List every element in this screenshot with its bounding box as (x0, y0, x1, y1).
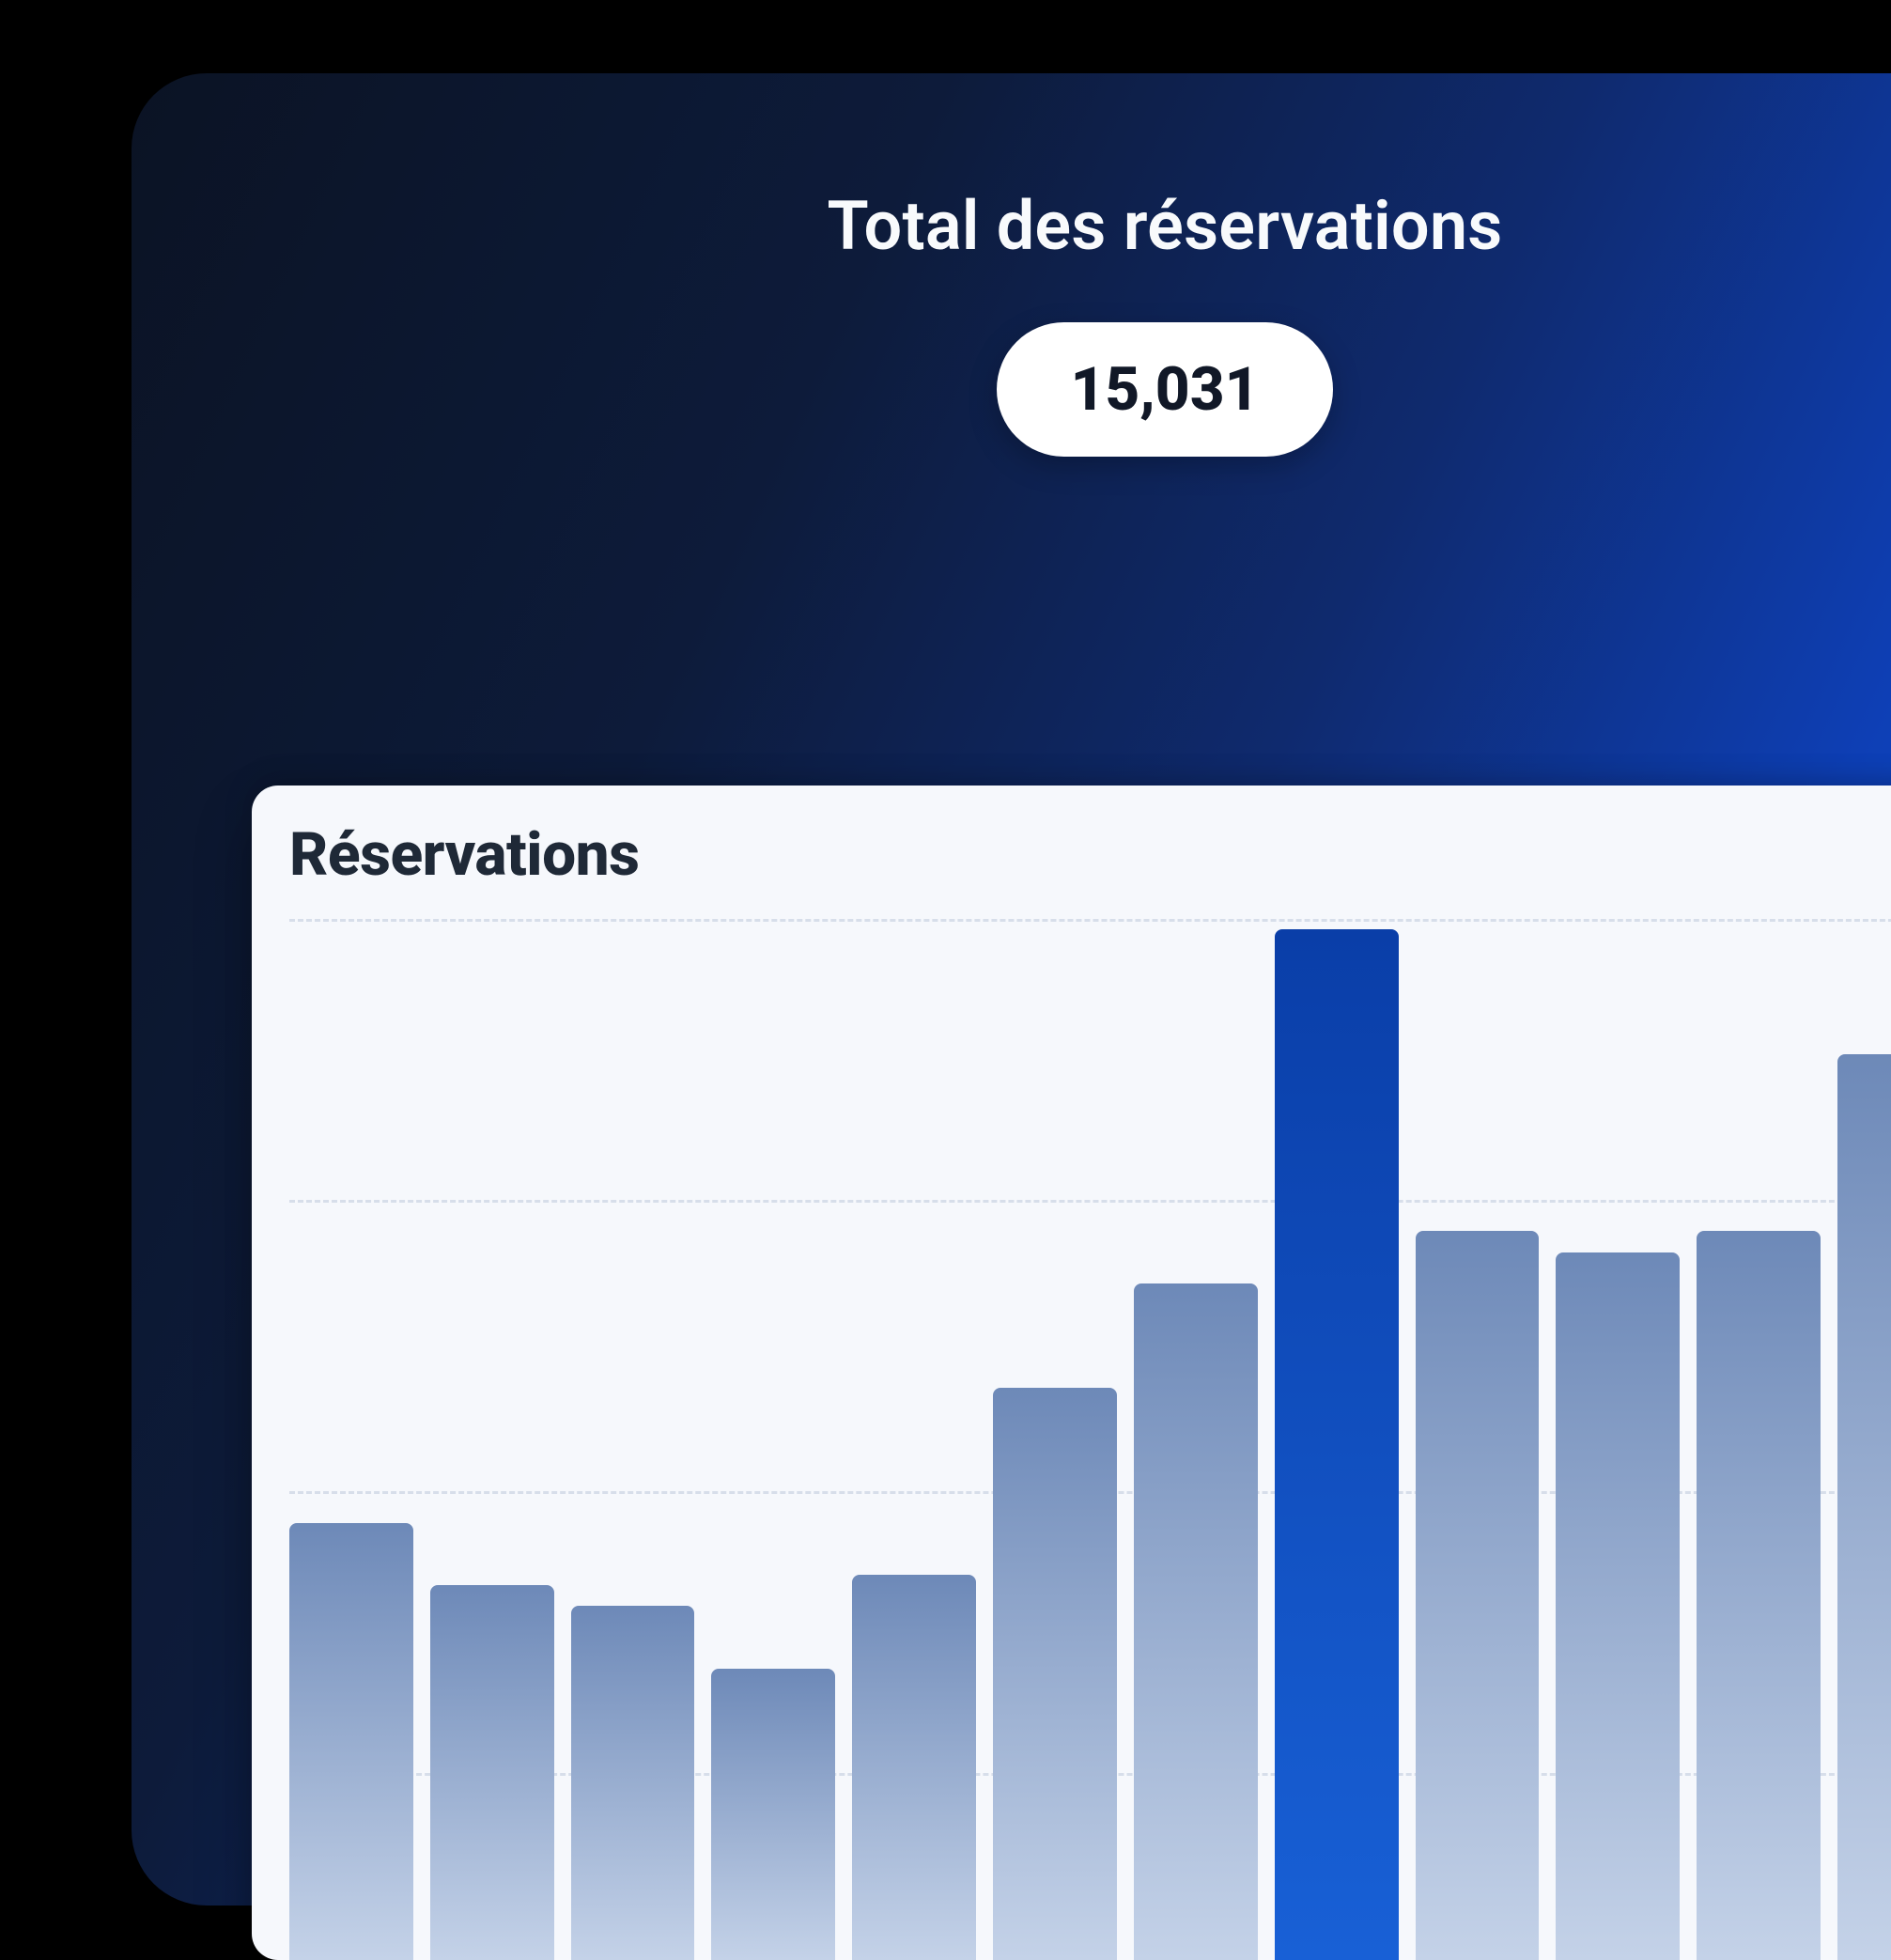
reservations-chart (289, 919, 1891, 1960)
bar[interactable] (993, 1388, 1117, 1960)
hero-panel: Total des réservations 15,031 Réservatio… (132, 73, 1891, 1906)
stage: Total des réservations 15,031 Réservatio… (0, 0, 1891, 1854)
hero-header: Total des réservations 15,031 (132, 73, 1891, 457)
bar[interactable] (1837, 1054, 1891, 1960)
bar-slot (1416, 919, 1540, 1960)
chart-title: Réservations (289, 819, 1891, 890)
bar[interactable] (1134, 1283, 1258, 1960)
total-value-pill: 15,031 (997, 322, 1332, 457)
bar-slot (289, 919, 413, 1960)
bar-highlight[interactable] (1275, 929, 1399, 1960)
chart-bars (289, 919, 1891, 1960)
bar-slot (993, 919, 1117, 1960)
bar[interactable] (430, 1585, 554, 1960)
bar-slot (430, 919, 554, 1960)
bar[interactable] (571, 1606, 695, 1960)
bar[interactable] (1416, 1231, 1540, 1960)
bar[interactable] (711, 1669, 835, 1960)
bar-slot (1697, 919, 1821, 1960)
bar-slot (1275, 919, 1399, 1960)
bar[interactable] (852, 1575, 976, 1960)
bar[interactable] (1697, 1231, 1821, 1960)
bar-slot (1134, 919, 1258, 1960)
bar-slot (571, 919, 695, 1960)
bar[interactable] (289, 1523, 413, 1960)
hero-title: Total des réservations (828, 186, 1503, 266)
bar-slot (852, 919, 976, 1960)
reservations-card: Réservations (252, 786, 1891, 1960)
bar-slot (711, 919, 835, 1960)
bar-slot (1556, 919, 1680, 1960)
bar-slot (1837, 919, 1891, 1960)
